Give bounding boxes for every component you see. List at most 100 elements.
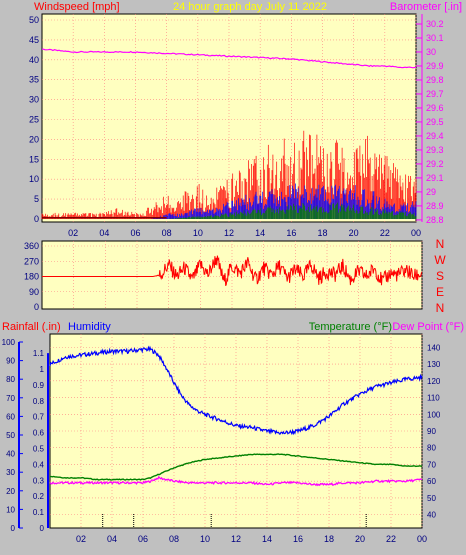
compass-label: N — [436, 237, 445, 251]
rain-tick-label: 1 — [40, 365, 45, 374]
x-tick-label: 20 — [349, 228, 359, 238]
x-tick-label: 08 — [162, 228, 172, 238]
barometer-tick-label: 29.6 — [426, 103, 444, 113]
x-tick-label: 22 — [386, 534, 396, 544]
x-tick-label: 00 — [411, 228, 421, 238]
wind-tick-label: 30 — [29, 95, 39, 105]
temperature-tick-label: 130 — [427, 360, 441, 369]
barometer-tick-label: 28.8 — [426, 215, 444, 225]
barometer-tick-label: 29.7 — [426, 89, 444, 99]
barometer-tick-label: 30.1 — [426, 33, 444, 43]
rain-tick-label: 0.6 — [33, 429, 45, 438]
x-tick-label: 22 — [380, 228, 390, 238]
x-tick-label: 16 — [286, 228, 296, 238]
x-tick-label: 02 — [68, 228, 78, 238]
temperature-tick-label: 80 — [427, 444, 436, 453]
x-tick-label: 10 — [200, 534, 210, 544]
rain-tick-label: 0.8 — [33, 397, 45, 406]
barometer-series — [42, 48, 416, 69]
wind-tick-label: 45 — [29, 35, 39, 45]
x-tick-label: 04 — [107, 534, 117, 544]
humidity-tick-label: 0 — [11, 524, 16, 533]
barometer-tick-label: 29.5 — [426, 117, 444, 127]
direction-tick-label: 90 — [29, 287, 39, 297]
rain-tick-label: 0.5 — [33, 445, 45, 454]
x-tick-label: 16 — [293, 534, 303, 544]
barometer-tick-label: 30.2 — [426, 19, 444, 29]
temperature-tick-label: 120 — [427, 377, 441, 386]
temperature-tick-label: 110 — [427, 394, 440, 403]
compass-label: E — [436, 285, 444, 299]
rain-tick-label: 1.1 — [33, 349, 45, 358]
wind-tick-label: 25 — [29, 115, 39, 125]
wind-tick-label: 10 — [29, 174, 39, 184]
compass-label: N — [436, 301, 445, 315]
chart-marks: 0510152025303540455028.828.92929.129.229… — [2, 13, 446, 544]
humidity-tick-label: 70 — [6, 394, 15, 403]
rain-tick-label: 0.2 — [33, 492, 45, 501]
temperature-tick-label: 70 — [427, 460, 436, 469]
wind-tick-label: 5 — [34, 194, 39, 204]
x-tick-label: 00 — [417, 534, 427, 544]
x-tick-label: 12 — [231, 534, 241, 544]
temperature-tick-label: 100 — [427, 410, 441, 419]
rain-tick-label: 0 — [40, 524, 45, 533]
humidity-tick-label: 50 — [6, 431, 15, 440]
x-tick-label: 14 — [262, 534, 272, 544]
barometer-tick-label: 29 — [426, 187, 436, 197]
rain-tick-label: 0.9 — [33, 381, 45, 390]
compass-label: S — [436, 269, 444, 283]
x-tick-label: 04 — [99, 228, 109, 238]
x-tick-label: 18 — [317, 228, 327, 238]
avg-wind-series — [166, 202, 417, 219]
wind-tick-label: 35 — [29, 75, 39, 85]
x-tick-label: 14 — [255, 228, 265, 238]
direction-tick-label: 0 — [34, 302, 39, 312]
temperature-tick-label: 60 — [427, 477, 436, 486]
x-tick-label: 02 — [76, 534, 86, 544]
x-tick-label: 08 — [169, 534, 179, 544]
barometer-tick-label: 29.3 — [426, 145, 444, 155]
wind-axis-label: Windspeed [mph] — [34, 1, 120, 13]
wind-tick-label: 50 — [29, 15, 39, 25]
dewpoint-series — [49, 475, 423, 487]
barometer-tick-label: 29.2 — [426, 159, 444, 169]
temperature-axis-label: Temperature (°F) — [309, 321, 392, 333]
temperature-tick-label: 50 — [427, 494, 436, 503]
barometer-tick-label: 29.8 — [426, 75, 444, 85]
x-tick-label: 10 — [193, 228, 203, 238]
humidity-axis-label: Humidity — [68, 321, 111, 333]
humidity-tick-label: 80 — [6, 375, 15, 384]
chart-title: 24 hour graph day July 11 2022 — [173, 1, 327, 13]
compass-label: W — [434, 253, 446, 267]
humidity-tick-label: 40 — [6, 450, 15, 459]
wind-tick-label: 40 — [29, 55, 39, 65]
direction-tick-label: 270 — [24, 256, 39, 266]
temperature-tick-label: 140 — [427, 343, 441, 352]
x-tick-label: 06 — [138, 534, 148, 544]
x-tick-label: 18 — [324, 534, 334, 544]
barometer-tick-label: 29.4 — [426, 131, 444, 141]
barometer-tick-label: 28.9 — [426, 201, 444, 211]
dewpoint-axis-label: Dew Point (°F) — [392, 321, 464, 333]
direction-tick-label: 360 — [24, 241, 39, 251]
wind-tick-label: 0 — [34, 214, 39, 224]
temperature-tick-label: 90 — [427, 427, 436, 436]
wind-tick-label: 20 — [29, 134, 39, 144]
direction-series — [42, 255, 423, 286]
humidity-tick-label: 10 — [6, 505, 15, 514]
wind-tick-label: 15 — [29, 154, 39, 164]
x-tick-label: 20 — [355, 534, 365, 544]
temperature-series — [50, 453, 423, 481]
humidity-tick-label: 20 — [6, 487, 15, 496]
humidity-series — [49, 345, 423, 436]
x-tick-label: 12 — [224, 228, 234, 238]
rain-tick-label: 0.1 — [33, 508, 45, 517]
direction-tick-label: 180 — [24, 272, 39, 282]
humidity-tick-label: 30 — [6, 468, 15, 477]
barometer-axis-label: Barometer [.in] — [390, 1, 462, 13]
rainfall-axis-label: Rainfall (.in) — [2, 321, 61, 333]
rain-tick-label: 0.7 — [33, 413, 45, 422]
